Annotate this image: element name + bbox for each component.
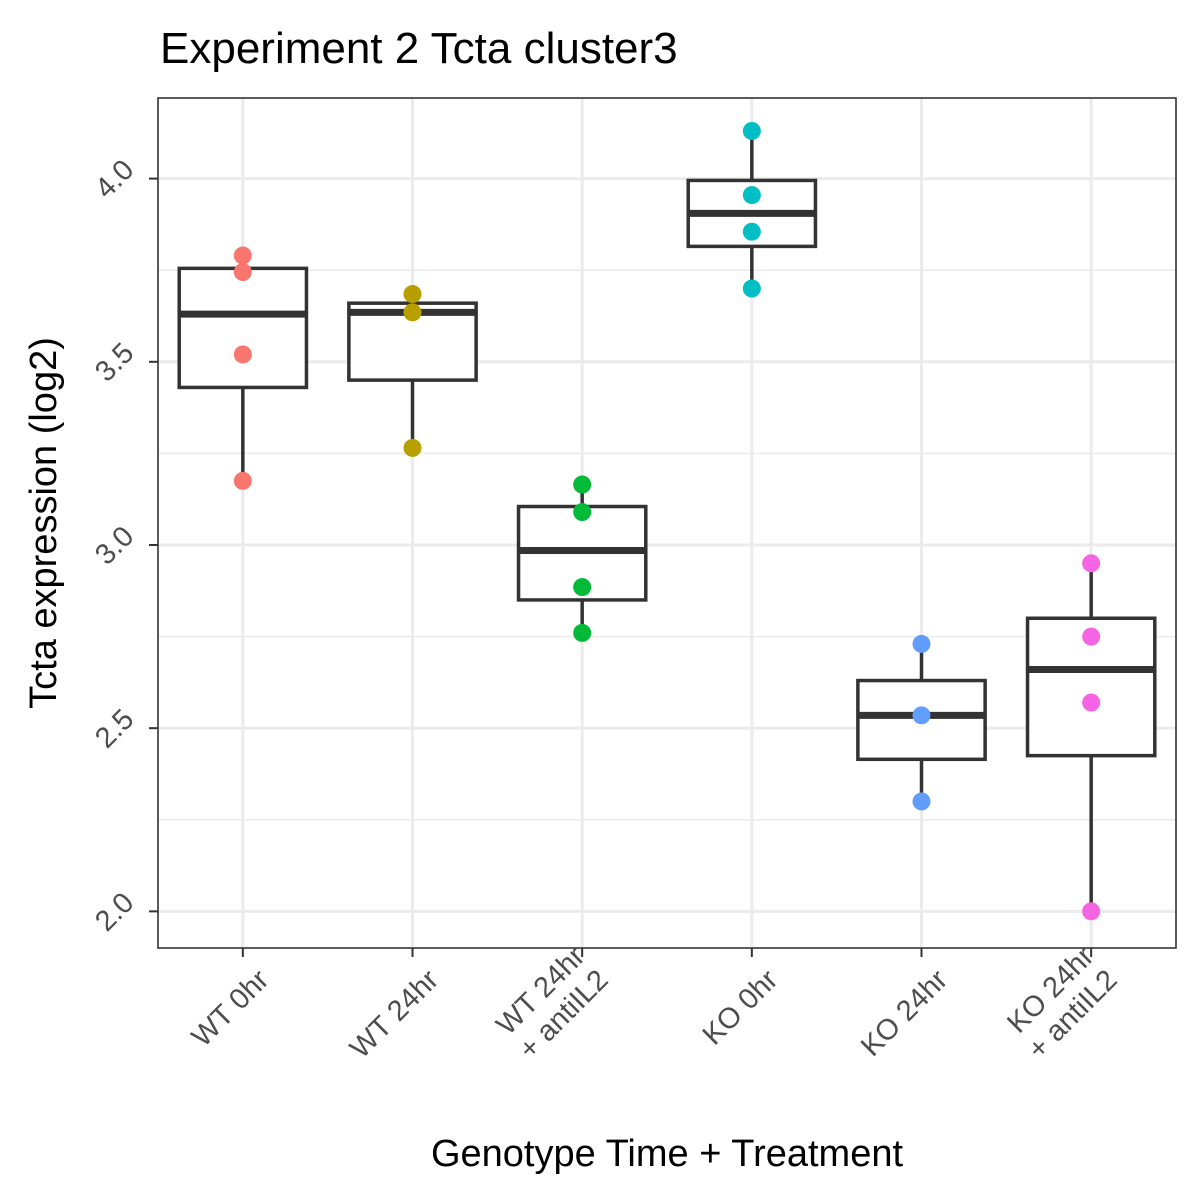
plot-panel (158, 98, 1176, 948)
y-tick-label: 3.5 (89, 337, 140, 388)
y-tick-label: 3.0 (89, 520, 140, 571)
y-tick-label: 2.0 (89, 887, 140, 938)
data-point (233, 263, 252, 282)
data-point (573, 578, 592, 597)
data-point (912, 706, 931, 725)
data-point (233, 471, 252, 490)
data-point (1082, 693, 1101, 712)
data-point (573, 623, 592, 642)
plot-panel-border (157, 97, 1177, 949)
boxes (177, 130, 1157, 912)
data-point (403, 438, 422, 457)
data-point (742, 186, 761, 205)
y-tick-label: 4.0 (89, 154, 140, 205)
x-axis-ticks: WT 0hr WT 24hr WT 24hr+ antiIL2 KO 0hr KO 24… (186, 940, 1124, 1065)
y-axis-title: Tcta expression (log2) (23, 337, 65, 709)
box-6 (1025, 563, 1157, 912)
data-point (1082, 902, 1101, 921)
x-tick-label: WT 24hr (344, 964, 445, 1065)
data-point (403, 303, 422, 322)
data-point (912, 634, 931, 653)
x-tick-label: KO 0hr (697, 964, 785, 1052)
data-point (573, 503, 592, 522)
x-tick-label: WT 0hr (186, 964, 276, 1054)
y-axis-ticks: 2.0 2.5 3.0 3.5 4.0 (89, 154, 158, 938)
box-body (1025, 616, 1157, 758)
data-point (742, 121, 761, 140)
x-tick-label: KO 24hr (855, 964, 954, 1063)
data-point (742, 222, 761, 241)
data-point (1082, 554, 1101, 573)
grid-lines (158, 98, 1176, 948)
x-tick-label: KO 24hr+ antiIL2 (998, 940, 1123, 1065)
data-point (403, 285, 422, 304)
box-1 (177, 255, 309, 481)
x-tick-label: WT 24hr+ antiIL2 (489, 940, 614, 1065)
data-points (233, 121, 1101, 921)
box-body (177, 266, 309, 390)
chart-title: Experiment 2 Tcta cluster3 (160, 24, 678, 73)
data-point (233, 246, 252, 265)
data-point (742, 279, 761, 298)
y-tick-label: 2.5 (89, 703, 140, 754)
data-point (1082, 627, 1101, 646)
data-point (233, 345, 252, 364)
data-point (912, 792, 931, 811)
x-axis-title: Genotype Time + Treatment (431, 1133, 904, 1175)
data-point (573, 475, 592, 494)
